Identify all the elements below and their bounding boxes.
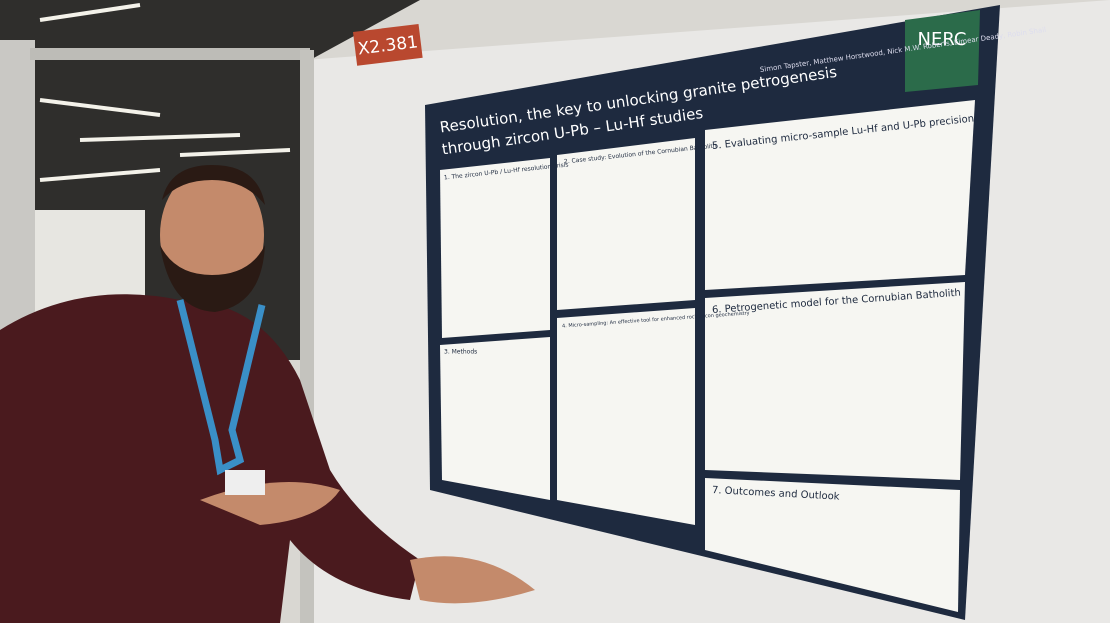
photo: X2.381 NERC Resolution, the key to unloc…: [0, 0, 1110, 623]
frame: [30, 48, 310, 60]
section-heading: 3. Methods: [444, 349, 477, 356]
